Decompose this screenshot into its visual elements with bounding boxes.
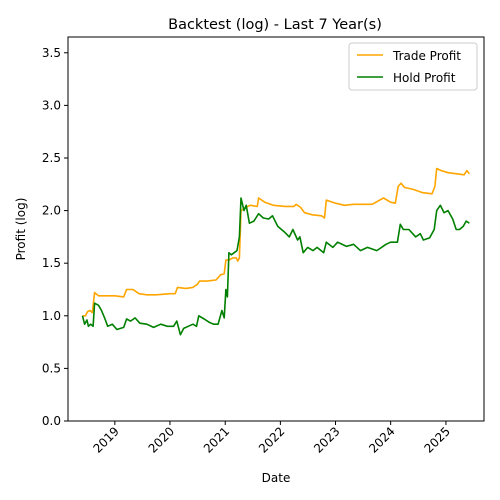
x-tick-label: 2019 <box>90 424 121 455</box>
series-line-trade-profit <box>82 167 470 317</box>
y-tick-label: 2.0 <box>42 204 61 218</box>
plot-frame <box>67 36 485 422</box>
y-tick-label: 3.0 <box>42 98 61 112</box>
legend: Trade Profit Hold Profit <box>348 42 478 91</box>
y-tick-label: 1.0 <box>42 309 61 323</box>
y-tick-label: 3.5 <box>42 46 61 60</box>
legend-label-trade-profit: Trade Profit <box>392 49 461 63</box>
legend-label-hold-profit: Hold Profit <box>393 71 456 85</box>
axis-layer: 0.0 0.5 1.0 1.5 2.0 2.5 3.0 3.5 2019 2020 2021 2022… <box>42 46 453 456</box>
x-tick-label: 2024 <box>366 424 397 455</box>
series-layer <box>81 167 470 336</box>
y-axis-label: Profit (log) <box>14 198 28 261</box>
y-tick-label: 0.5 <box>42 361 61 375</box>
x-tick-label: 2021 <box>201 424 232 455</box>
x-tick-label: 2025 <box>422 424 453 455</box>
y-tick-label: 0.0 <box>42 414 61 428</box>
chart-title: Backtest (log) - Last 7 Year(s) <box>168 17 382 33</box>
x-tick-label: 2020 <box>146 424 177 455</box>
y-tick-label: 2.5 <box>42 151 61 165</box>
x-tick-label: 2023 <box>311 424 342 455</box>
x-axis-label: Date <box>262 471 291 485</box>
x-tick-label: 2022 <box>256 424 287 455</box>
series-line-hold-profit <box>81 197 470 336</box>
y-tick-label: 1.5 <box>42 256 61 270</box>
